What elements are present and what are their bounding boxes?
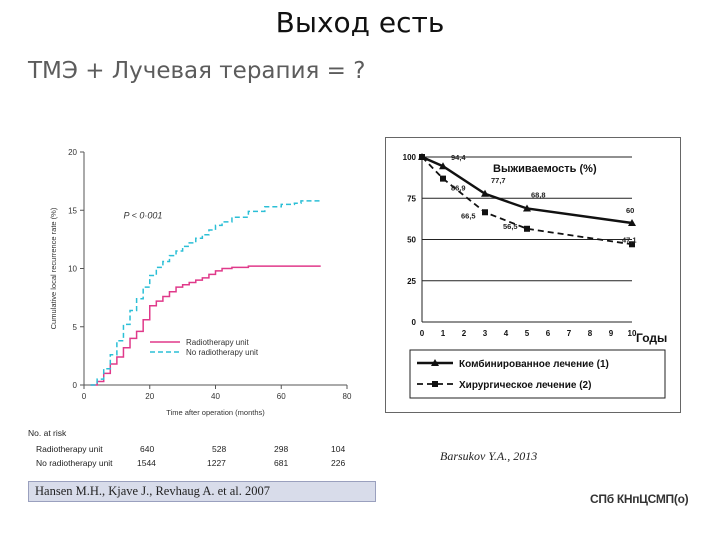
data-point-square [419, 154, 425, 160]
slide-title: Выход есть [275, 6, 445, 39]
x-tick-label: 8 [588, 329, 593, 338]
x-tick-label: 40 [211, 392, 220, 401]
legend-marker-triangle [431, 359, 439, 366]
data-point-triangle [523, 204, 531, 212]
x-tick-label: 2 [462, 329, 467, 338]
slide-subtitle: ТМЭ + Лучевая терапия = ? [28, 58, 366, 84]
y-tick-label: 0 [412, 318, 417, 327]
data-label: 56,5 [503, 222, 518, 231]
series-line-no-radiotherapy [90, 200, 321, 386]
y-tick-label: 100 [403, 153, 417, 162]
y-axis-label: Cumulative local recurrence rate (%) [49, 207, 58, 329]
x-axis-label: Годы [636, 331, 667, 345]
reference-barsukov: Barsukov Y.A., 2013 [440, 449, 538, 463]
data-point-square [440, 175, 446, 182]
y-tick-label: 75 [407, 194, 416, 203]
data-label: 77,7 [491, 176, 506, 185]
legend-label: Комбинированное лечение (1) [459, 358, 609, 370]
survival-chart: 0 25 50 75 100 0 1 2 3 4 5 6 7 8 9 10 Годы Выживаемость (… [385, 137, 681, 413]
x-tick-label: 10 [628, 329, 637, 338]
risk-row-label: Radiotherapy unit [36, 444, 103, 454]
data-label: 66,5 [461, 211, 476, 220]
data-label: 68,8 [531, 190, 546, 199]
risk-cell: 226 [331, 458, 346, 468]
risk-cell: 1544 [137, 458, 156, 468]
risk-cell: 528 [212, 444, 227, 454]
risk-cell: 298 [274, 444, 289, 454]
risk-cell: 681 [274, 458, 289, 468]
y-tick-label: 25 [407, 277, 416, 286]
x-tick-label: 60 [277, 392, 286, 401]
risk-cell: 640 [140, 444, 155, 454]
institution-logo: СПб КНпЦСМП(о) [590, 492, 689, 506]
legend-label: Хирургическое лечение (2) [459, 380, 591, 391]
chart-title: Выживаемость (%) [493, 163, 597, 175]
data-point-square [629, 241, 635, 248]
x-tick-label: 7 [567, 329, 572, 338]
x-tick-label: 1 [441, 329, 446, 338]
series-line-radiotherapy [90, 265, 321, 386]
data-point-triangle [481, 189, 489, 197]
data-point-triangle [628, 219, 636, 226]
risk-cell: 104 [331, 444, 346, 454]
risk-table-header: No. at risk [28, 428, 67, 438]
x-tick-label: 80 [343, 392, 352, 401]
data-label: 47,1 [622, 235, 637, 244]
data-label: 60 [626, 206, 634, 215]
legend-box [409, 349, 666, 399]
data-label: 94,4 [451, 153, 466, 162]
x-tick-label: 3 [483, 329, 488, 338]
x-axis-label: Time after operation (months) [166, 408, 265, 417]
x-tick-label: 0 [82, 392, 87, 401]
x-tick-label: 0 [420, 329, 425, 338]
risk-row-label: No radiotherapy unit [36, 458, 113, 468]
x-tick-label: 6 [546, 329, 551, 338]
x-tick-label: 5 [525, 329, 530, 338]
legend-label: No radiotherapy unit [186, 348, 259, 357]
y-tick-label: 0 [73, 381, 78, 390]
x-tick-label: 9 [609, 329, 614, 338]
risk-cell: 1227 [207, 458, 226, 468]
data-label: 86,9 [451, 184, 466, 193]
reference-hansen: Hansen M.H., Kjave J., Revhaug A. et al.… [28, 481, 376, 502]
x-tick-label: 20 [145, 392, 154, 401]
p-value-annotation: P < 0·001 [123, 210, 162, 220]
x-tick-label: 4 [504, 329, 509, 338]
data-point-square [524, 225, 530, 232]
data-point-square [482, 209, 488, 216]
legend-marker-square [432, 381, 438, 387]
y-tick-label: 15 [68, 206, 77, 215]
data-point-triangle [439, 162, 447, 170]
recurrence-chart: 0 5 10 15 20 0 20 40 60 80 Time after operation (m… [49, 148, 352, 417]
y-tick-label: 20 [68, 148, 77, 157]
y-tick-label: 5 [73, 323, 78, 332]
legend-label: Radiotherapy unit [186, 338, 249, 347]
y-tick-label: 10 [68, 265, 77, 274]
y-tick-label: 50 [407, 236, 416, 245]
